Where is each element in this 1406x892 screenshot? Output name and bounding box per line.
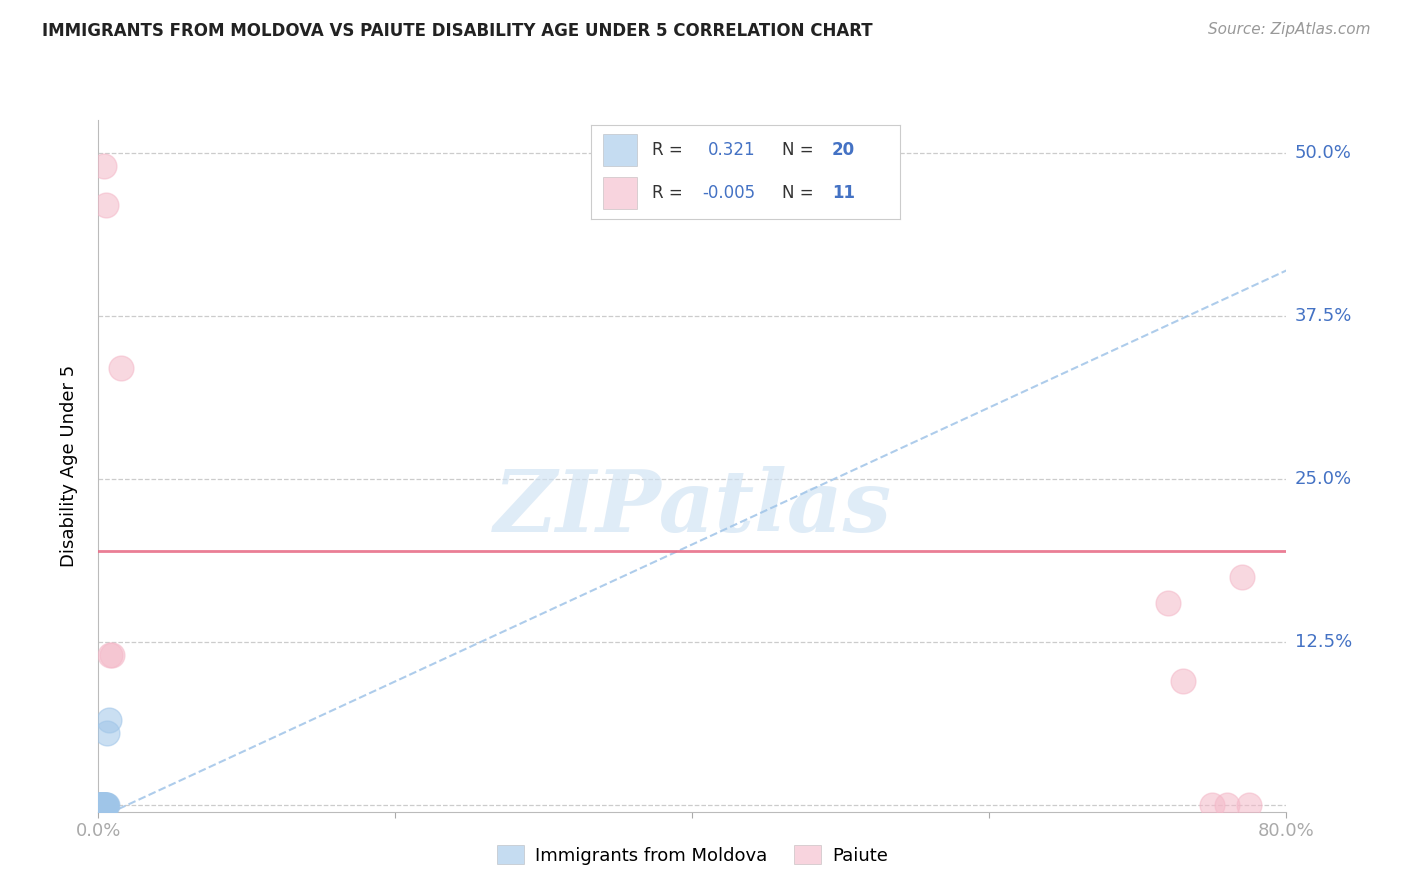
- Point: [89, 798, 111, 813]
- Point: [96, 798, 118, 813]
- Text: IMMIGRANTS FROM MOLDOVA VS PAIUTE DISABILITY AGE UNDER 5 CORRELATION CHART: IMMIGRANTS FROM MOLDOVA VS PAIUTE DISABI…: [42, 22, 873, 40]
- Point: [91, 798, 114, 813]
- Text: 37.5%: 37.5%: [1295, 307, 1353, 325]
- Point: [91, 798, 114, 813]
- Point: [1171, 674, 1194, 689]
- Bar: [603, 134, 637, 166]
- Point: [94, 198, 117, 212]
- Text: 50.0%: 50.0%: [1295, 144, 1351, 162]
- Point: [1239, 798, 1261, 813]
- Text: 20: 20: [832, 141, 855, 159]
- Point: [89, 798, 111, 813]
- Text: R =: R =: [652, 185, 683, 202]
- Point: [90, 798, 112, 813]
- Point: [1216, 798, 1239, 813]
- Point: [97, 714, 120, 728]
- Point: [93, 798, 115, 813]
- Text: N =: N =: [782, 185, 814, 202]
- Point: [1201, 798, 1223, 813]
- Point: [90, 798, 112, 813]
- Text: Source: ZipAtlas.com: Source: ZipAtlas.com: [1208, 22, 1371, 37]
- Point: [93, 798, 115, 813]
- Point: [91, 798, 114, 813]
- Legend: Immigrants from Moldova, Paiute: Immigrants from Moldova, Paiute: [489, 838, 896, 871]
- Y-axis label: Disability Age Under 5: Disability Age Under 5: [59, 365, 77, 567]
- Point: [93, 798, 115, 813]
- Point: [98, 648, 121, 663]
- Point: [89, 798, 111, 813]
- Text: N =: N =: [782, 141, 814, 159]
- Text: 0.321: 0.321: [709, 141, 755, 159]
- Point: [90, 798, 112, 813]
- Point: [91, 798, 114, 813]
- Point: [93, 159, 115, 173]
- Text: 11: 11: [832, 185, 855, 202]
- Point: [96, 726, 118, 740]
- Point: [90, 798, 112, 813]
- Point: [1156, 596, 1178, 610]
- Text: R =: R =: [652, 141, 683, 159]
- Point: [110, 361, 132, 376]
- Text: 25.0%: 25.0%: [1295, 470, 1353, 488]
- Point: [94, 798, 117, 813]
- Point: [101, 648, 124, 663]
- Point: [1230, 570, 1253, 584]
- Bar: [603, 178, 637, 210]
- Point: [94, 798, 117, 813]
- Text: 12.5%: 12.5%: [1295, 633, 1353, 651]
- Text: ZIPatlas: ZIPatlas: [494, 466, 891, 549]
- Text: -0.005: -0.005: [702, 185, 755, 202]
- Point: [94, 798, 117, 813]
